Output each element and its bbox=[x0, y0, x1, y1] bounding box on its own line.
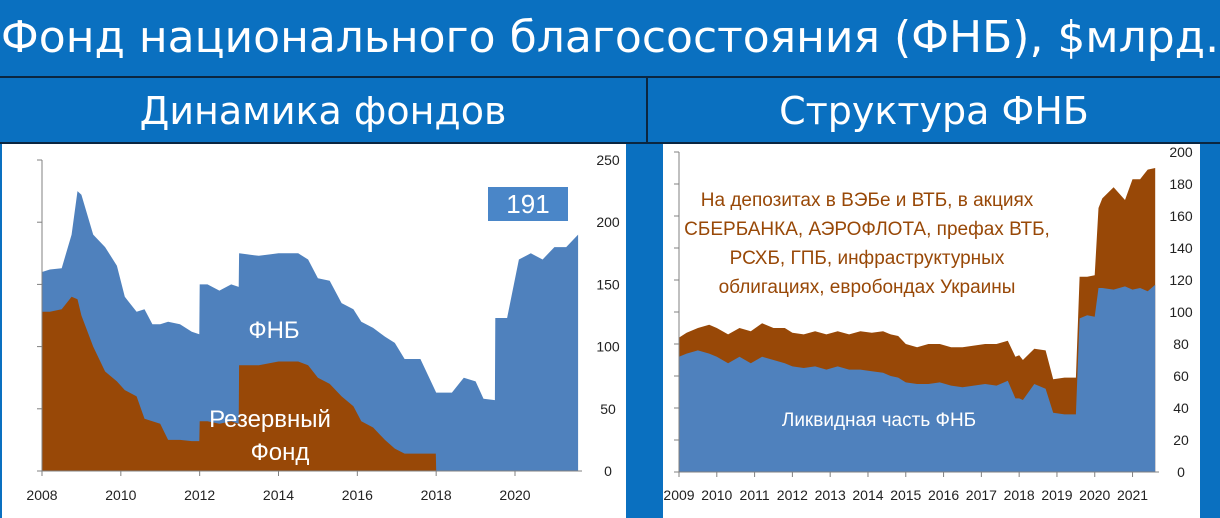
reserve-fund-label-line1: Резервный bbox=[209, 406, 331, 433]
right-x-tick-label: 2019 bbox=[1041, 487, 1072, 503]
fnb-total-area bbox=[42, 191, 579, 471]
illiquid-annotation-line: облигациях, евробондах Украины bbox=[719, 277, 1016, 298]
left-x-tick-label: 2014 bbox=[263, 487, 294, 503]
right-panel-title: Структура ФНБ bbox=[779, 89, 1089, 133]
right-y-tick-label: 140 bbox=[1169, 240, 1193, 256]
title-divider bbox=[0, 76, 1220, 78]
right-y-tick-label: 180 bbox=[1169, 176, 1193, 192]
right-x-tick-label: 2020 bbox=[1079, 487, 1110, 503]
right-x-tick-label: 2017 bbox=[966, 487, 997, 503]
right-y-tick-label: 80 bbox=[1173, 336, 1189, 352]
right-chart-panel: 0 20 40 60 80 100 120 140 160 180 200 2009 2010 2011 2… bbox=[663, 144, 1200, 518]
left-x-tick-label: 2016 bbox=[342, 487, 373, 503]
latest-value-badge bbox=[488, 187, 568, 221]
left-x-tick-label: 2008 bbox=[26, 487, 57, 503]
illiquid-annotation-line: СБЕРБАНКА, АЭРОФЛОТА, префах ВТБ, bbox=[684, 219, 1050, 240]
right-y-tick-label: 0 bbox=[1177, 464, 1185, 480]
left-x-tick-label: 2018 bbox=[421, 487, 452, 503]
right-y-tick-label: 20 bbox=[1173, 432, 1189, 448]
page-title: Фонд национального благосостояния (ФНБ),… bbox=[0, 12, 1220, 63]
latest-value-badge-text: 191 bbox=[506, 189, 549, 219]
right-y-tick-label: 60 bbox=[1173, 368, 1189, 384]
right-x-tick-label: 2015 bbox=[890, 487, 921, 503]
left-y-tick-label: 100 bbox=[596, 339, 620, 355]
right-x-tick-label: 2012 bbox=[777, 487, 808, 503]
right-y-tick-label: 160 bbox=[1169, 208, 1193, 224]
illiquid-annotation-line: РСХБ, ГПБ, инфраструктурных bbox=[730, 248, 1005, 269]
panel-divider bbox=[646, 78, 648, 144]
right-x-tick-label: 2016 bbox=[928, 487, 959, 503]
right-x-tick-label: 2009 bbox=[663, 487, 694, 503]
panel-title-divider bbox=[0, 142, 1220, 144]
right-x-tick-label: 2021 bbox=[1117, 487, 1148, 503]
left-y-tick-label: 0 bbox=[604, 463, 612, 479]
left-panel-title: Динамика фондов bbox=[139, 89, 507, 133]
left-x-tick-label: 2010 bbox=[105, 487, 136, 503]
right-y-tick-label: 120 bbox=[1169, 272, 1193, 288]
left-chart: 0 50 100 150 200 250 2008 2010 2012 2014 2016 2018 2… bbox=[26, 152, 620, 503]
right-y-tick-label: 200 bbox=[1169, 144, 1193, 160]
left-x-tick-label: 2020 bbox=[499, 487, 530, 503]
right-x-tick-label: 2013 bbox=[815, 487, 846, 503]
liquid-part-area bbox=[679, 284, 1156, 472]
left-y-tick-label: 200 bbox=[596, 214, 620, 230]
left-y-tick-label: 150 bbox=[596, 276, 620, 292]
right-y-tick-label: 40 bbox=[1173, 400, 1189, 416]
left-y-tick-label: 250 bbox=[596, 152, 620, 168]
right-x-tick-label: 2014 bbox=[852, 487, 883, 503]
right-x-tick-label: 2018 bbox=[1004, 487, 1035, 503]
illiquid-annotation-line: На депозитах в ВЭБе и ВТБ, в акциях bbox=[701, 190, 1034, 211]
right-y-tick-label: 100 bbox=[1169, 304, 1193, 320]
reserve-fund-area bbox=[42, 296, 579, 471]
right-x-tick-label: 2010 bbox=[701, 487, 732, 503]
left-chart-panel: 0 50 100 150 200 250 2008 2010 2012 2014 2016 2018 2… bbox=[2, 144, 626, 518]
right-chart: 0 20 40 60 80 100 120 140 160 180 200 2009 2010 2011 2… bbox=[663, 144, 1193, 503]
liquid-part-label: Ликвидная часть ФНБ bbox=[782, 410, 976, 431]
right-x-tick-label: 2011 bbox=[740, 487, 770, 503]
fnb-series-label: ФНБ bbox=[248, 317, 299, 344]
reserve-fund-label-line2: Фонд bbox=[251, 439, 310, 466]
left-y-tick-label: 50 bbox=[600, 401, 616, 417]
left-x-tick-label: 2012 bbox=[184, 487, 215, 503]
